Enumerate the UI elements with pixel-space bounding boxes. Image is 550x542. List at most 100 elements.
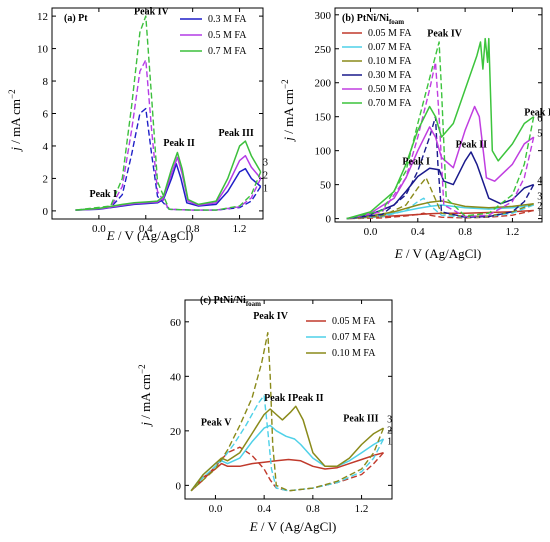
y-tick-label: 0: [326, 214, 332, 226]
series-line-forward: [75, 163, 262, 211]
legend-label: 0.30 M FA: [368, 70, 412, 81]
series-line-forward: [190, 405, 384, 492]
series-line-forward: [190, 424, 384, 492]
panel-c: 0.0 0.4 0.8 1.2 0 20 40 60 0.05 M FA 0.07 M FA 0.1…: [137, 295, 393, 534]
curve-number: 3: [537, 192, 542, 203]
y-tick-label: 200: [315, 78, 332, 90]
series-group: [346, 37, 535, 220]
legend-label: 0.7 M FA: [208, 46, 247, 57]
curve-number: 1: [387, 436, 392, 447]
x-tick-label: 0.0: [209, 503, 223, 515]
plot-frame: [184, 299, 393, 500]
panel-c-xlabel: E / V (Ag/AgCl): [249, 519, 337, 534]
series-line-reverse: [346, 116, 535, 220]
y-tick-label: 60: [170, 317, 182, 329]
y-tick-label: 50: [320, 180, 332, 192]
series-line-forward: [346, 105, 535, 220]
curve-number: 2: [263, 170, 268, 181]
peak-annotation: Peak IV: [134, 6, 170, 17]
series-line-reverse: [346, 41, 535, 220]
y-tick-label: 20: [170, 426, 182, 438]
y-tick-label: 0: [43, 206, 49, 218]
y-tick-label: 250: [315, 44, 332, 56]
series-line-forward: [346, 151, 534, 220]
panel-a-title: (a) Pt: [64, 13, 88, 24]
series-line-forward: [75, 140, 262, 211]
series-line-reverse: [190, 446, 385, 492]
legend-label: 0.10 M FA: [368, 56, 412, 67]
series-line-reverse: [75, 107, 262, 211]
panel-a-ylabel: j / mA cm−2: [7, 89, 23, 152]
legend-label: 0.07 M FA: [368, 42, 412, 53]
panel-b-xlabel: E / V (Ag/AgCl): [394, 246, 482, 261]
series-line-reverse: [190, 394, 385, 492]
legend-label: 0.70 M FA: [368, 98, 412, 109]
x-tick-label: 0.8: [186, 223, 200, 235]
y-tick-label: 8: [43, 76, 49, 88]
panel-c-ylabel: j / mA cm−2: [137, 364, 153, 427]
x-tick-label: 1.2: [233, 223, 247, 235]
panel-c-title: (c) PtNi/Nifoam: [200, 295, 261, 308]
curve-number: 3: [387, 415, 392, 426]
peak-annotation: Peak III: [218, 128, 253, 139]
legend-label: 0.05 M FA: [332, 316, 376, 327]
x-tick-label: 1.2: [355, 503, 369, 515]
curve-number: 6: [537, 113, 542, 124]
y-tick-label: 10: [37, 44, 49, 56]
curve-number: 5: [537, 128, 542, 139]
series-group: [75, 15, 262, 211]
series-line-reverse: [190, 332, 385, 492]
peak-annotation: Peak II: [163, 138, 195, 149]
x-tick-label: 0.4: [411, 226, 425, 238]
y-tick-label: 2: [43, 173, 49, 185]
y-tick-label: 12: [37, 11, 48, 23]
y-tick-label: 6: [43, 109, 49, 121]
x-tick-label: 0.0: [364, 226, 378, 238]
x-tick-label: 0.4: [257, 503, 271, 515]
x-tick-label: 0.0: [92, 223, 106, 235]
x-tick-label: 0.8: [306, 503, 320, 515]
panel-b-plot: 0.0 0.4 0.8 1.2 0 50 100 150 200 250 300 0.05 M FA 0…: [315, 7, 550, 238]
legend-label: 0.5 M FA: [208, 30, 247, 41]
panel-c-plot: 0.0 0.4 0.8 1.2 0 20 40 60 0.05 M FA 0.07 M FA 0.1…: [170, 299, 393, 515]
panel-b-title: (b) PtNi/Nifoam: [342, 13, 404, 26]
x-tick-label: 0.4: [139, 223, 153, 235]
peak-annotation: Peak I: [264, 393, 292, 404]
curve-number: 1: [537, 208, 542, 219]
x-tick-label: 1.2: [506, 226, 520, 238]
legend-label: 0.07 M FA: [332, 332, 376, 343]
peak-annotation: Peak IV: [253, 311, 289, 322]
curve-number: 2: [387, 426, 392, 437]
panel-b-ylabel: j / mA cm−2: [280, 79, 296, 142]
series-line-reverse: [346, 177, 534, 220]
y-tick-label: 100: [315, 146, 332, 158]
y-tick-label: 150: [315, 112, 332, 124]
series-line-forward: [75, 154, 262, 211]
series-line-reverse: [75, 15, 262, 211]
y-tick-label: 40: [170, 371, 182, 383]
peak-annotation: Peak I: [90, 189, 118, 200]
peak-annotation: Peak II: [456, 139, 488, 150]
peak-annotation: Peak IV: [427, 29, 463, 40]
legend-label: 0.05 M FA: [368, 28, 412, 39]
curve-number: 3: [263, 157, 268, 168]
series-line-forward: [190, 451, 384, 492]
peak-annotation: Peak III: [343, 413, 378, 424]
panel-b: 0.0 0.4 0.8 1.2 0 50 100 150 200 250 300 0.05 M FA 0…: [280, 7, 550, 261]
peak-annotation: Peak I: [402, 156, 430, 167]
plot-frame: [334, 7, 543, 223]
series-line-reverse: [346, 197, 534, 220]
peak-annotation: Peak II: [292, 393, 324, 404]
y-tick-label: 300: [315, 10, 332, 22]
curve-number: 4: [537, 175, 542, 186]
series-group: [190, 332, 385, 492]
x-tick-label: 0.8: [458, 226, 472, 238]
y-tick-label: 0: [176, 480, 182, 492]
legend-label: 0.10 M FA: [332, 348, 376, 359]
series-line-reverse: [346, 209, 534, 220]
legend-label: 0.50 M FA: [368, 84, 412, 95]
legend-label: 0.3 M FA: [208, 14, 247, 25]
curve-number: 1: [263, 183, 268, 194]
